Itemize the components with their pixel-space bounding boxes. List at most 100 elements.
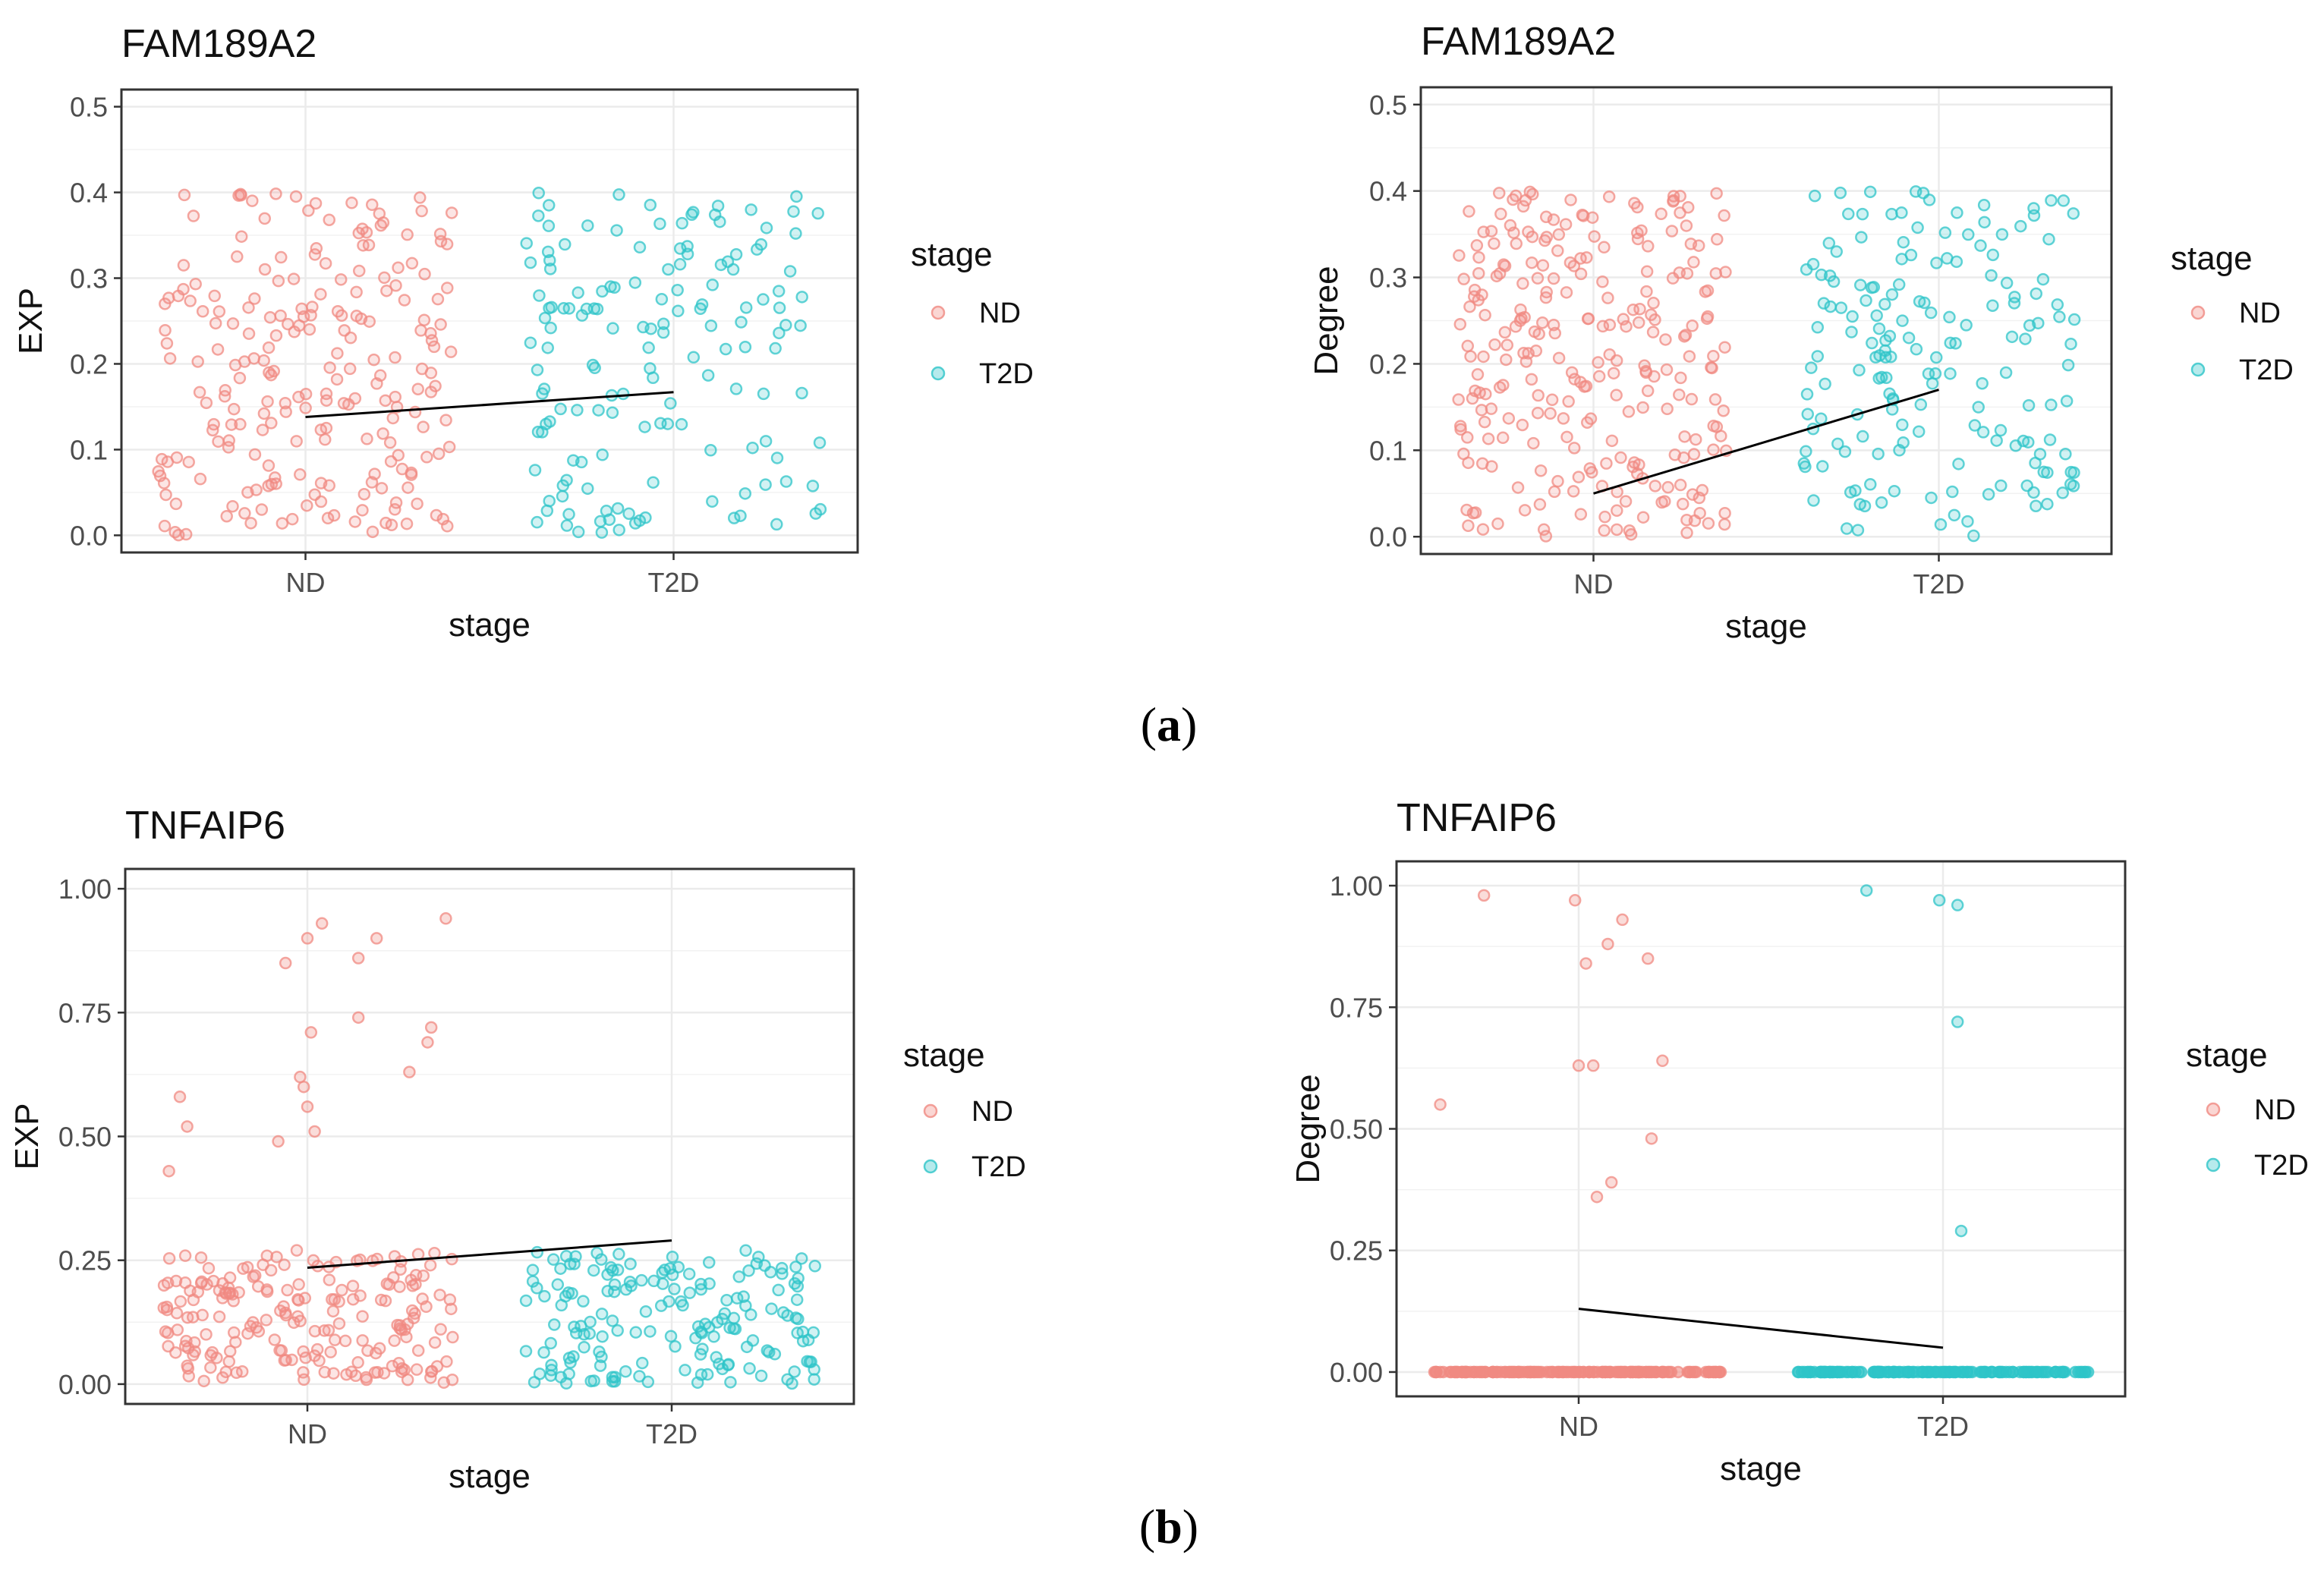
y-tick-label: 0.4 bbox=[1369, 176, 1407, 207]
data-point bbox=[2005, 330, 2019, 344]
data-point bbox=[285, 512, 299, 526]
data-point bbox=[1567, 485, 1580, 498]
data-point bbox=[1616, 913, 1629, 927]
data-point bbox=[351, 1356, 364, 1369]
data-point bbox=[2059, 448, 2072, 461]
data-point bbox=[418, 267, 431, 281]
data-point bbox=[212, 435, 225, 449]
data-point bbox=[163, 352, 177, 365]
data-point bbox=[275, 250, 288, 264]
data-point bbox=[1472, 250, 1485, 264]
data-point bbox=[1574, 267, 1588, 281]
data-point bbox=[1586, 466, 1598, 479]
data-point bbox=[738, 487, 752, 500]
data-point bbox=[1547, 272, 1560, 285]
data-point bbox=[542, 219, 556, 232]
data-point bbox=[1565, 366, 1579, 379]
data-point bbox=[429, 379, 442, 392]
data-point bbox=[739, 301, 753, 314]
data-point bbox=[1977, 199, 1991, 212]
data-point bbox=[1619, 495, 1633, 508]
data-point bbox=[1929, 351, 1943, 364]
data-point bbox=[200, 396, 213, 410]
data-point bbox=[263, 366, 276, 379]
data-point bbox=[1560, 286, 1573, 299]
data-point bbox=[1816, 460, 1829, 473]
data-point bbox=[1655, 1365, 1669, 1379]
data-point bbox=[1607, 367, 1620, 380]
data-point bbox=[1552, 228, 1566, 241]
data-point bbox=[572, 525, 585, 539]
data-point bbox=[319, 257, 332, 270]
data-point bbox=[272, 274, 285, 288]
data-point bbox=[211, 343, 225, 356]
data-point bbox=[274, 309, 287, 323]
data-point bbox=[2042, 232, 2055, 246]
data-point bbox=[1914, 398, 1928, 411]
data-point bbox=[241, 1261, 254, 1274]
data-point bbox=[1586, 211, 1599, 224]
data-point bbox=[1952, 458, 1965, 471]
data-point bbox=[1661, 480, 1674, 494]
data-point bbox=[182, 455, 195, 469]
data-point bbox=[1807, 494, 1820, 507]
data-point bbox=[1478, 415, 1491, 429]
data-point bbox=[389, 351, 402, 364]
data-point bbox=[740, 1340, 754, 1354]
data-point bbox=[1624, 527, 1638, 541]
data-point bbox=[672, 304, 685, 318]
data-point bbox=[1932, 894, 1946, 907]
data-point bbox=[1995, 228, 2009, 241]
data-point bbox=[1617, 313, 1630, 326]
data-point bbox=[238, 507, 251, 520]
data-point bbox=[1428, 1365, 1441, 1379]
data-point bbox=[1954, 1224, 1968, 1238]
data-point bbox=[538, 311, 552, 325]
data-point bbox=[411, 1344, 425, 1357]
data-point bbox=[248, 1269, 262, 1283]
data-point bbox=[519, 1294, 533, 1308]
data-point bbox=[386, 411, 400, 425]
legend-label-t2d: T2D bbox=[2239, 354, 2294, 386]
data-point bbox=[1985, 269, 1998, 282]
data-point bbox=[772, 285, 786, 297]
data-point bbox=[751, 243, 764, 256]
data-point bbox=[234, 417, 247, 431]
data-point bbox=[1811, 321, 1825, 334]
data-point bbox=[601, 1285, 614, 1298]
data-point bbox=[1477, 225, 1490, 238]
data-point bbox=[301, 1100, 314, 1113]
x-tick-label: ND bbox=[288, 1418, 327, 1449]
data-point bbox=[1872, 322, 1886, 335]
data-point bbox=[196, 1308, 209, 1322]
data-point bbox=[526, 1264, 540, 1276]
data-point bbox=[1895, 253, 1908, 266]
data-point bbox=[531, 364, 544, 376]
data-point bbox=[1614, 451, 1627, 464]
data-point bbox=[1680, 526, 1693, 540]
data-point bbox=[290, 435, 303, 448]
data-point bbox=[184, 1284, 197, 1298]
data-point bbox=[379, 394, 392, 408]
trend-line bbox=[305, 391, 674, 419]
data-point bbox=[2045, 194, 2058, 207]
data-point bbox=[577, 1295, 590, 1308]
data-point bbox=[1468, 283, 1482, 297]
data-point bbox=[642, 341, 655, 354]
data-point bbox=[1985, 1365, 1999, 1379]
data-point bbox=[1867, 281, 1881, 294]
data-point bbox=[1808, 189, 1822, 203]
data-point bbox=[323, 213, 335, 226]
data-point bbox=[1797, 1365, 1811, 1379]
data-point bbox=[1710, 420, 1724, 433]
data-point bbox=[351, 1011, 365, 1024]
data-point bbox=[1626, 303, 1640, 316]
data-point bbox=[216, 1277, 229, 1290]
data-point bbox=[1856, 430, 1869, 443]
data-point bbox=[1509, 320, 1523, 333]
data-point bbox=[1815, 412, 1828, 425]
data-point bbox=[1934, 518, 1948, 531]
data-point bbox=[1951, 1015, 1964, 1028]
data-point bbox=[701, 369, 715, 382]
data-point bbox=[428, 1336, 442, 1349]
